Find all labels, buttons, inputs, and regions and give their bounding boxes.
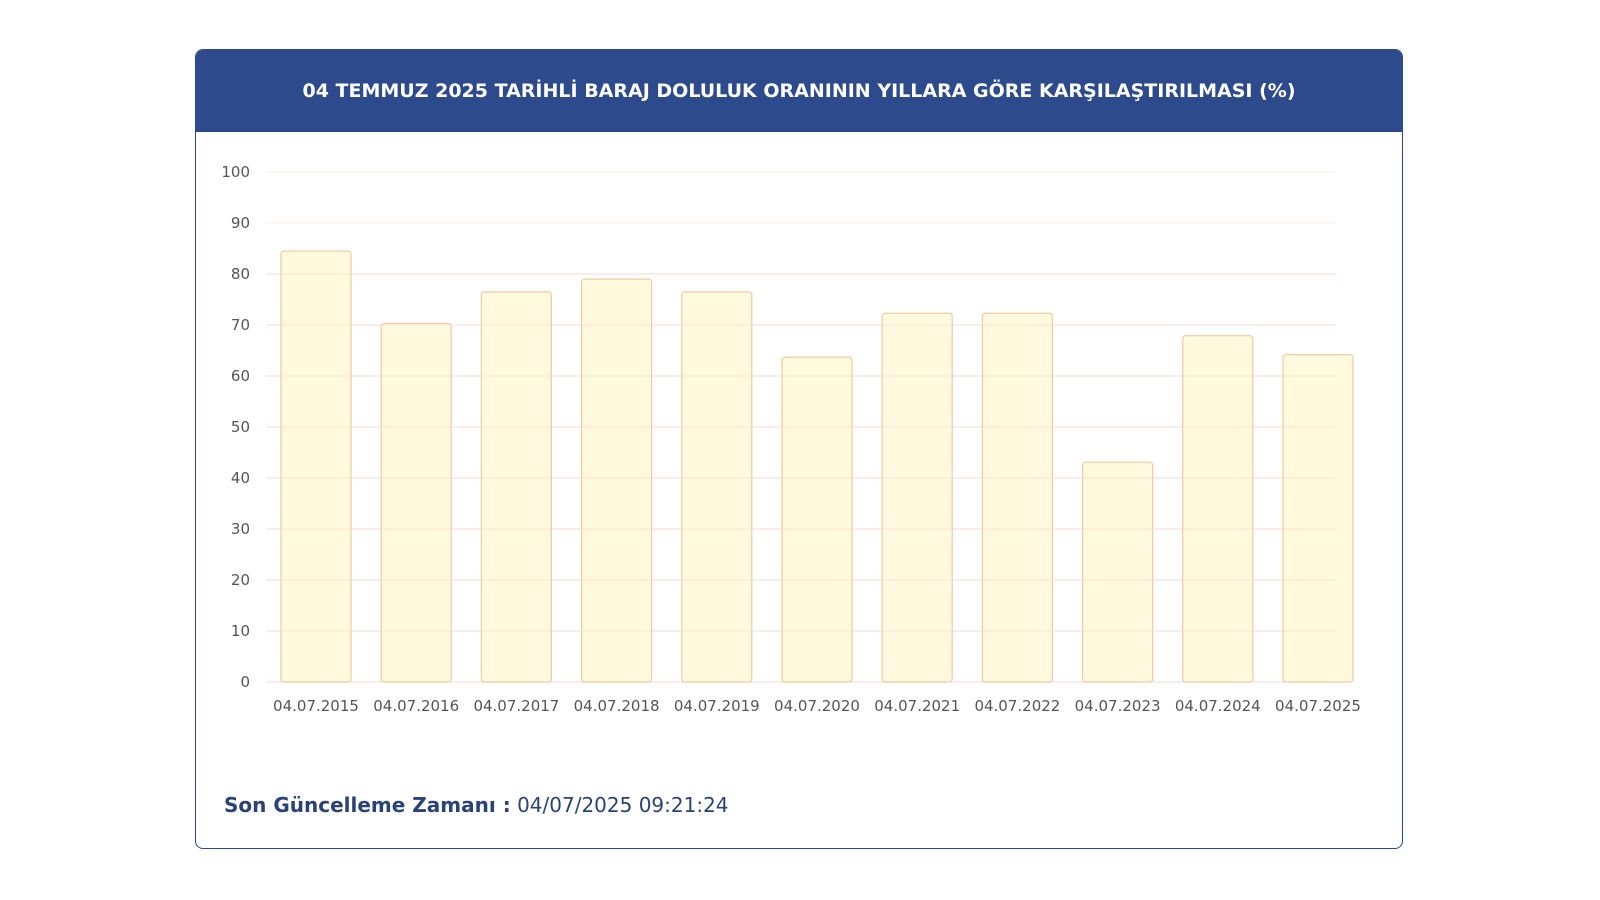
last-updated: Son Güncelleme Zamanı : 04/07/2025 09:21…	[224, 793, 729, 817]
y-tick-label: 20	[231, 571, 250, 589]
x-tick-label: 04.07.2021	[874, 697, 960, 715]
x-tick-label: 04.07.2020	[774, 697, 860, 715]
chart-header: 04 TEMMUZ 2025 TARİHLİ BARAJ DOLULUK ORA…	[196, 50, 1402, 132]
x-tick-label: 04.07.2019	[674, 697, 760, 715]
x-tick-label: 04.07.2022	[974, 697, 1060, 715]
bar-04.07.2024[interactable]	[1182, 335, 1254, 683]
x-axis-ticks: 04.07.2015 04.07.2016 04.07.2017 04.07.2018…	[273, 697, 1361, 715]
y-tick-label: 50	[231, 418, 250, 436]
bar-layer	[266, 171, 1354, 683]
y-tick-label: 0	[240, 673, 250, 691]
bar-04.07.2021[interactable]	[881, 312, 953, 683]
y-tick-label: 100	[221, 163, 250, 181]
y-tick-label: 80	[231, 265, 250, 283]
bar-04.07.2020[interactable]	[781, 356, 853, 683]
bar-04.07.2025[interactable]	[1282, 353, 1354, 683]
bar-04.07.2017[interactable]	[480, 291, 552, 683]
x-tick-label: 04.07.2023	[1075, 697, 1161, 715]
chart-card: 04 TEMMUZ 2025 TARİHLİ BARAJ DOLULUK ORA…	[195, 49, 1403, 849]
y-tick-label: 90	[231, 214, 250, 232]
last-updated-value: 04/07/2025 09:21:24	[517, 793, 729, 817]
x-tick-label: 04.07.2018	[574, 697, 660, 715]
x-tick-label: 04.07.2025	[1275, 697, 1361, 715]
y-tick-label: 60	[231, 367, 250, 385]
y-axis-ticks: 0 10 20 30 40 50 60 70 80 90 100	[221, 163, 250, 691]
y-tick-label: 70	[231, 316, 250, 334]
bar-04.07.2018[interactable]	[581, 278, 653, 683]
y-tick-label: 10	[231, 622, 250, 640]
x-tick-label: 04.07.2016	[373, 697, 459, 715]
bar-04.07.2023[interactable]	[1081, 461, 1154, 683]
y-tick-label: 30	[231, 520, 250, 538]
x-tick-label: 04.07.2015	[273, 697, 359, 715]
bar-04.07.2016[interactable]	[380, 322, 452, 683]
last-updated-label: Son Güncelleme Zamanı :	[224, 793, 511, 817]
chart-title: 04 TEMMUZ 2025 TARİHLİ BARAJ DOLULUK ORA…	[302, 80, 1296, 102]
y-tick-label: 40	[231, 469, 250, 487]
x-tick-label: 04.07.2024	[1175, 697, 1261, 715]
bar-04.07.2022[interactable]	[981, 312, 1054, 683]
bar-04.07.2019[interactable]	[681, 291, 753, 683]
bar-04.07.2015[interactable]	[280, 250, 352, 683]
x-tick-label: 04.07.2017	[473, 697, 559, 715]
